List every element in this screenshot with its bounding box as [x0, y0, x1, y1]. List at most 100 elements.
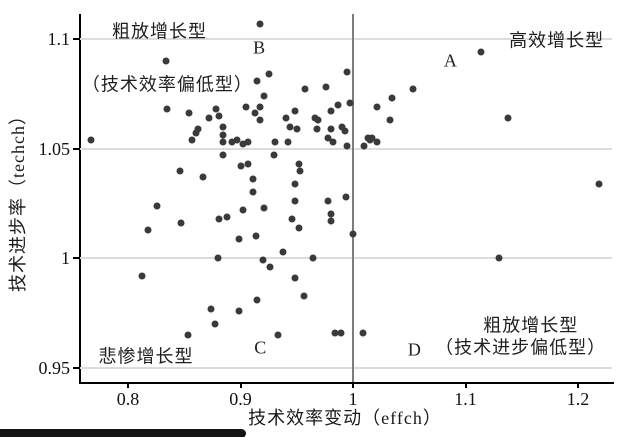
data-point	[329, 138, 337, 146]
data-point	[260, 92, 268, 100]
data-point	[228, 138, 235, 146]
data-point	[359, 329, 367, 337]
data-point	[260, 204, 268, 212]
data-point	[188, 136, 196, 144]
quadrant-c-title: 悲惨增长型	[98, 346, 194, 367]
data-point	[349, 230, 357, 238]
y-gridline	[80, 367, 612, 369]
data-point	[207, 305, 215, 313]
data-point	[291, 197, 298, 205]
data-point	[331, 329, 339, 337]
data-point	[253, 296, 261, 304]
data-point	[219, 151, 226, 159]
data-point	[215, 112, 223, 120]
data-point	[259, 256, 267, 264]
plot-area	[79, 14, 614, 384]
data-point	[244, 160, 252, 168]
x-tick-label: 1	[348, 389, 358, 409]
data-point	[324, 134, 332, 142]
data-point	[409, 85, 417, 93]
data-point	[343, 68, 351, 76]
data-point	[214, 254, 222, 262]
y-axis-tick	[73, 37, 79, 40]
data-point	[194, 125, 202, 133]
data-point	[296, 167, 304, 175]
quadrant-b-subtitle: （技术效率偏低型）	[81, 74, 253, 95]
data-point	[295, 160, 303, 168]
data-point	[256, 116, 264, 124]
y-axis-title: 技术进步率（techch）	[8, 106, 28, 292]
data-point	[271, 138, 279, 146]
data-point	[251, 109, 259, 117]
quadrant-a-title: 高效增长型	[509, 30, 605, 51]
data-point	[219, 123, 226, 131]
data-point	[373, 138, 381, 146]
bottom-edge-bar	[0, 429, 246, 437]
data-point	[314, 116, 322, 124]
data-point	[256, 103, 264, 111]
data-point	[242, 103, 250, 111]
data-point	[239, 206, 247, 214]
data-point	[300, 292, 307, 300]
y-tick-label: 1.05	[38, 138, 71, 159]
data-point	[279, 248, 287, 256]
data-point	[256, 20, 264, 28]
data-point	[249, 188, 257, 196]
x-tick-label: 1.2	[566, 389, 590, 409]
data-point	[239, 140, 247, 148]
reference-line-x1	[352, 14, 354, 382]
data-point	[313, 125, 321, 133]
data-point	[477, 48, 485, 56]
data-point	[153, 202, 161, 210]
data-point	[327, 107, 334, 115]
x-tick-label: 0.9	[229, 389, 252, 409]
data-point	[293, 125, 301, 133]
data-point	[284, 138, 292, 146]
data-point	[286, 123, 294, 131]
data-point	[360, 142, 368, 150]
data-point	[192, 129, 199, 137]
quadrant-b-title: 粗放增长型	[112, 21, 207, 42]
data-point	[595, 180, 603, 188]
x-axis-title: 技术效率变动（effch）	[248, 408, 442, 428]
data-point	[237, 162, 244, 170]
y-tick-label: 1.1	[47, 28, 71, 49]
label-a: A	[443, 50, 458, 71]
data-point	[386, 116, 394, 124]
data-point	[205, 114, 213, 122]
data-point	[185, 109, 193, 117]
quadrant-d-subtitle: （技术进步偏低型）	[435, 337, 607, 358]
data-point	[235, 307, 243, 315]
data-point	[342, 193, 350, 201]
x-axis-tick	[464, 382, 467, 388]
data-point	[253, 77, 261, 85]
data-point	[265, 70, 273, 78]
data-point	[162, 57, 170, 65]
data-point	[324, 197, 332, 205]
data-point	[219, 138, 226, 146]
x-tick-label: 1.1	[454, 389, 477, 409]
x-axis-tick	[239, 382, 242, 388]
data-point	[327, 217, 334, 225]
data-point	[219, 131, 226, 139]
data-point	[343, 142, 351, 150]
data-point	[327, 125, 334, 133]
data-point	[138, 272, 145, 280]
data-point	[184, 331, 192, 339]
data-point	[235, 235, 243, 243]
data-point	[223, 213, 231, 221]
data-point	[295, 224, 303, 232]
data-point	[249, 175, 257, 183]
data-point	[288, 215, 296, 223]
data-point	[266, 263, 274, 271]
label-b: B	[253, 37, 267, 58]
label-d: D	[407, 339, 422, 360]
data-point	[270, 151, 278, 159]
data-point	[495, 254, 503, 262]
data-point	[337, 329, 345, 337]
data-point	[212, 105, 220, 113]
y-axis-tick	[73, 367, 79, 369]
x-axis-tick	[577, 382, 579, 388]
data-point	[211, 320, 219, 328]
data-point	[274, 331, 282, 339]
